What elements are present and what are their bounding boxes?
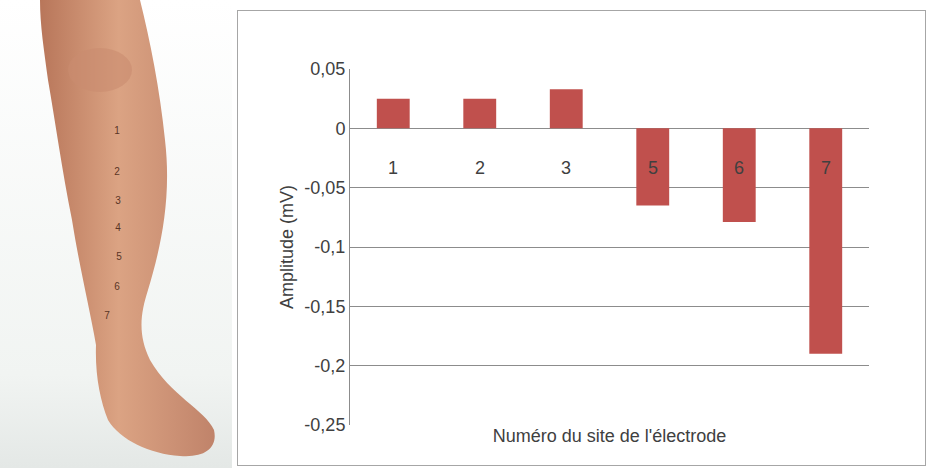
svg-text:0,05: 0,05 — [310, 59, 345, 79]
svg-text:6: 6 — [734, 158, 744, 178]
svg-text:Numéro du site de l'électrode: Numéro du site de l'électrode — [493, 426, 727, 446]
svg-text:1: 1 — [114, 125, 120, 136]
svg-text:3: 3 — [561, 158, 571, 178]
svg-text:5: 5 — [648, 158, 658, 178]
svg-text:7: 7 — [821, 158, 831, 178]
svg-text:-0,2: -0,2 — [314, 356, 345, 376]
svg-text:3: 3 — [115, 195, 121, 206]
svg-text:5: 5 — [116, 251, 122, 262]
svg-text:7: 7 — [104, 310, 110, 321]
svg-text:Amplitude (mV): Amplitude (mV) — [277, 185, 297, 309]
svg-text:2: 2 — [475, 158, 485, 178]
svg-text:6: 6 — [114, 281, 120, 292]
svg-text:0: 0 — [335, 119, 345, 139]
svg-text:-0,25: -0,25 — [304, 415, 345, 435]
svg-text:-0,1: -0,1 — [314, 237, 345, 257]
svg-text:1: 1 — [388, 158, 398, 178]
svg-text:4: 4 — [115, 222, 121, 233]
svg-text:2: 2 — [114, 166, 120, 177]
svg-text:-0,05: -0,05 — [304, 178, 345, 198]
svg-text:-0,15: -0,15 — [304, 297, 345, 317]
